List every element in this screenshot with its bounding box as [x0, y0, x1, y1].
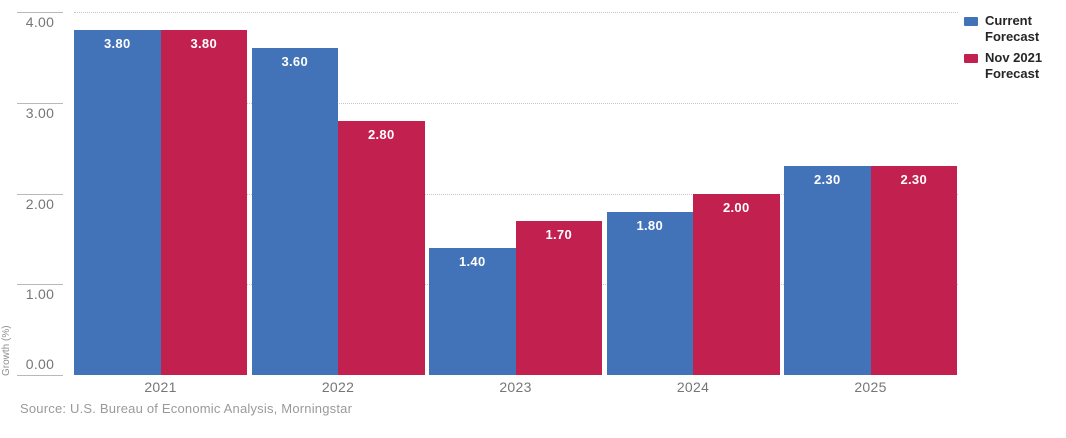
bar-value-label: 2.30	[900, 172, 927, 188]
y-tick-label: 0.00	[25, 356, 55, 372]
bar-2022-nov2021: 2.80	[338, 120, 425, 375]
bar-value-label: 2.00	[722, 199, 750, 215]
x-tick-label: 2025	[854, 379, 887, 395]
bar-value-label: 2.80	[367, 126, 395, 142]
bar-value-label: 1.40	[458, 253, 486, 269]
bar-2021-nov2021: 3.80	[160, 30, 247, 375]
bar-2024-current: 1.80	[606, 211, 693, 375]
y-tick-mark	[17, 12, 63, 13]
gridline	[74, 193, 958, 195]
x-tick-label: 2024	[676, 379, 710, 395]
bar-2023-nov2021: 1.70	[515, 220, 602, 375]
bar-2023-current: 1.40	[429, 247, 516, 375]
y-tick-label: 3.00	[25, 104, 55, 121]
legend-item: Nov 2021 Forecast	[964, 50, 1064, 82]
bar-value-label: 1.80	[636, 217, 663, 233]
y-tick-label: 2.00	[25, 195, 55, 212]
legend-label: Current Forecast	[985, 13, 1040, 44]
legend: Current Forecast Nov 2021 Forecast	[964, 13, 1064, 87]
y-tick-label: 1.00	[25, 286, 55, 303]
bar-value-label: 2.30	[813, 172, 841, 188]
y-axis-title: Growth (%)	[1, 325, 12, 376]
bar-value-label: 1.70	[545, 226, 572, 242]
bar-2021-current: 3.80	[74, 30, 161, 375]
y-tick-mark	[17, 375, 63, 376]
x-tick-label: 2021	[144, 379, 177, 395]
bar-2022-current: 3.60	[251, 48, 338, 375]
legend-swatch	[964, 17, 978, 26]
bar-2025-nov2021: 2.30	[870, 166, 957, 375]
gridline	[74, 12, 958, 13]
bar-value-label: 3.80	[190, 36, 217, 52]
legend-item: Current Forecast	[964, 13, 1064, 45]
y-tick-mark	[17, 284, 63, 286]
x-tick-label: 2022	[321, 379, 355, 395]
bar-2025-current: 2.30	[784, 166, 871, 375]
gridline	[74, 102, 958, 104]
bar-2024-nov2021: 2.00	[693, 193, 780, 375]
bar-value-label: 3.80	[103, 36, 131, 52]
y-tick-mark	[17, 193, 63, 195]
legend-swatch	[964, 54, 978, 63]
x-tick-label: 2023	[499, 379, 532, 395]
source-caption: Source: U.S. Bureau of Economic Analysis…	[20, 401, 353, 416]
legend-label: Nov 2021 Forecast	[985, 50, 1043, 81]
bar-value-label: 3.60	[281, 54, 308, 70]
y-tick-label: 4.00	[25, 14, 55, 30]
y-tick-mark	[17, 102, 63, 104]
